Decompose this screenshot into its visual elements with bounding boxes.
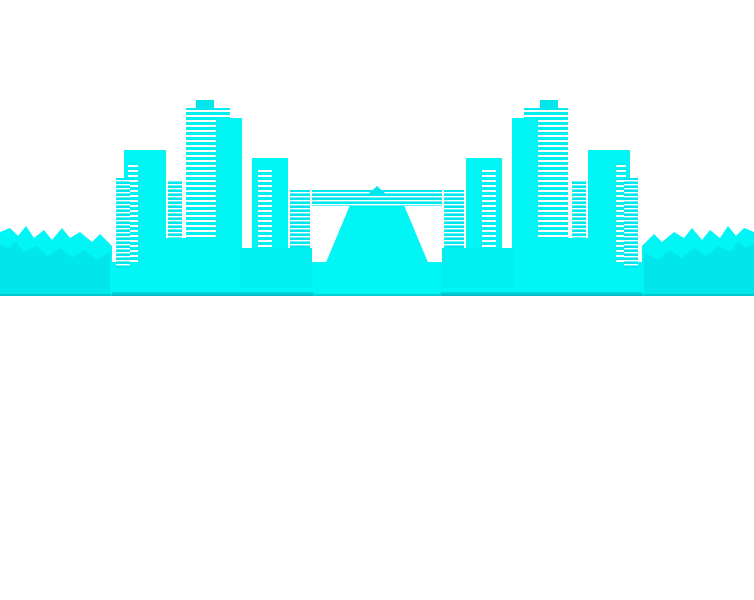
buildings-left [116, 100, 312, 288]
central-pyramid [312, 186, 442, 296]
low-rooftops-left [0, 226, 112, 296]
buildings-right [442, 100, 638, 288]
low-rooftops-right [642, 226, 754, 296]
skyline-bottom-edge [0, 294, 754, 296]
